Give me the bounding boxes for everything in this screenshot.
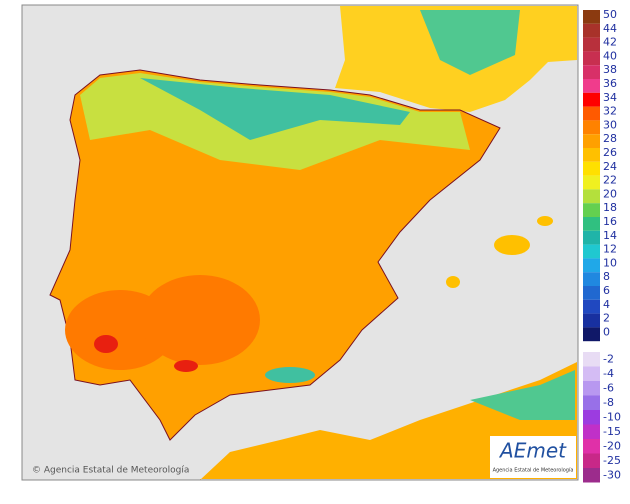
legend-label: -15 xyxy=(603,425,621,438)
legend-swatch xyxy=(583,327,600,342)
legend-swatch xyxy=(583,410,600,425)
legend-swatch xyxy=(583,217,600,231)
hot-spot xyxy=(174,360,198,372)
legend-label: 8 xyxy=(603,270,610,283)
legend-label: 18 xyxy=(603,201,617,214)
legend-label: 42 xyxy=(603,36,617,49)
legend-swatch xyxy=(583,468,600,483)
legend-swatch xyxy=(583,134,600,148)
legend-label: 44 xyxy=(603,22,617,35)
africa-mountains xyxy=(470,370,575,420)
legend-swatch xyxy=(583,175,600,190)
legend-label: -6 xyxy=(603,381,614,394)
legend-swatch xyxy=(583,120,600,135)
legend-label: 36 xyxy=(603,77,617,90)
legend-label: 24 xyxy=(603,160,617,173)
legend-swatch xyxy=(583,381,600,396)
legend-swatch xyxy=(583,395,600,410)
legend-swatch xyxy=(583,244,600,259)
legend-label: 22 xyxy=(603,174,617,187)
legend-label: -8 xyxy=(603,396,614,409)
credit: © Agencia Estatal de Meteorología xyxy=(32,466,189,476)
africa xyxy=(200,362,577,480)
legend-swatch xyxy=(583,148,600,162)
legend-swatch xyxy=(583,23,600,38)
legend-label: 20 xyxy=(603,187,617,200)
legend-label: 38 xyxy=(603,63,617,76)
legend-label: 30 xyxy=(603,118,617,131)
legend-swatch xyxy=(583,299,600,314)
legend-label: 14 xyxy=(603,229,617,242)
logo-name: AEmet xyxy=(498,439,567,463)
legend-swatch xyxy=(583,352,600,367)
legend-swatch xyxy=(583,258,600,273)
island xyxy=(537,216,553,226)
legend-swatch xyxy=(583,439,600,454)
legend-swatch xyxy=(583,313,600,328)
legend-label: 12 xyxy=(603,243,617,256)
legend-label: 10 xyxy=(603,256,617,269)
legend-swatch xyxy=(583,272,600,286)
legend-label: -30 xyxy=(603,468,621,481)
legend-swatch xyxy=(583,10,600,24)
hot-spot xyxy=(94,335,118,353)
legend-swatch xyxy=(583,203,600,217)
legend: 5044424038363432302826242220181614121086… xyxy=(583,8,621,483)
legend-swatch xyxy=(583,230,600,245)
legend-swatch xyxy=(583,51,600,66)
legend-label: 28 xyxy=(603,132,617,145)
legend-label: 16 xyxy=(603,215,617,228)
legend-swatch xyxy=(583,79,600,93)
legend-swatch xyxy=(583,37,600,52)
france-alps xyxy=(420,10,520,75)
legend-label: 0 xyxy=(603,325,610,338)
legend-swatch xyxy=(583,366,600,381)
legend-label: -4 xyxy=(603,367,614,380)
legend-label: 34 xyxy=(603,91,617,104)
legend-swatch xyxy=(583,424,600,439)
legend-swatch xyxy=(583,189,600,204)
legend-label: -25 xyxy=(603,454,621,467)
legend-label: 4 xyxy=(603,298,610,311)
legend-swatch xyxy=(583,286,600,300)
logo-box xyxy=(490,436,576,478)
legend-label: 26 xyxy=(603,146,617,159)
island xyxy=(494,235,530,255)
legend-label: 6 xyxy=(603,284,610,297)
island xyxy=(446,276,460,288)
legend-label: 40 xyxy=(603,49,617,62)
map: AEmet Agencia Estatal de Meteorología © … xyxy=(21,4,579,481)
legend-swatch xyxy=(583,92,600,107)
hot-area xyxy=(140,275,260,365)
logo-subtitle: Agencia Estatal de Meteorología xyxy=(493,467,574,474)
north-mountains xyxy=(140,78,410,140)
sierra-nevada xyxy=(265,367,315,383)
legend-label: -10 xyxy=(603,410,621,423)
legend-swatch xyxy=(583,161,600,176)
legend-label: 2 xyxy=(603,312,610,325)
legend-swatch xyxy=(583,453,600,468)
legend-label: 50 xyxy=(603,8,617,21)
legend-label: 32 xyxy=(603,105,617,118)
legend-swatch xyxy=(583,65,600,79)
legend-label: -20 xyxy=(603,439,621,452)
legend-swatch xyxy=(583,106,600,121)
legend-label: -2 xyxy=(603,352,614,365)
